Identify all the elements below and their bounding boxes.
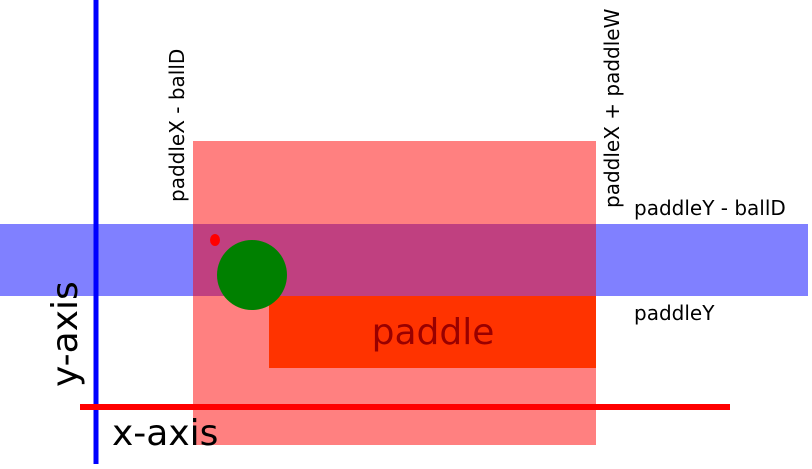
paddle-x-minus-ball-d-label: paddleX - ballD — [165, 49, 189, 202]
paddle — [269, 296, 596, 368]
x-axis-label: x-axis — [112, 413, 218, 454]
paddle-x-plus-paddle-w-label: paddleX + paddleW — [600, 8, 624, 208]
ball-reference-point — [210, 234, 220, 246]
paddle-label: paddle — [372, 312, 495, 353]
paddle-y-label: paddleY — [634, 301, 715, 325]
y-axis-label: y-axis — [45, 281, 86, 387]
paddle-y-minus-ball-d-label: paddleY - ballD — [634, 196, 786, 220]
ball — [217, 240, 287, 310]
